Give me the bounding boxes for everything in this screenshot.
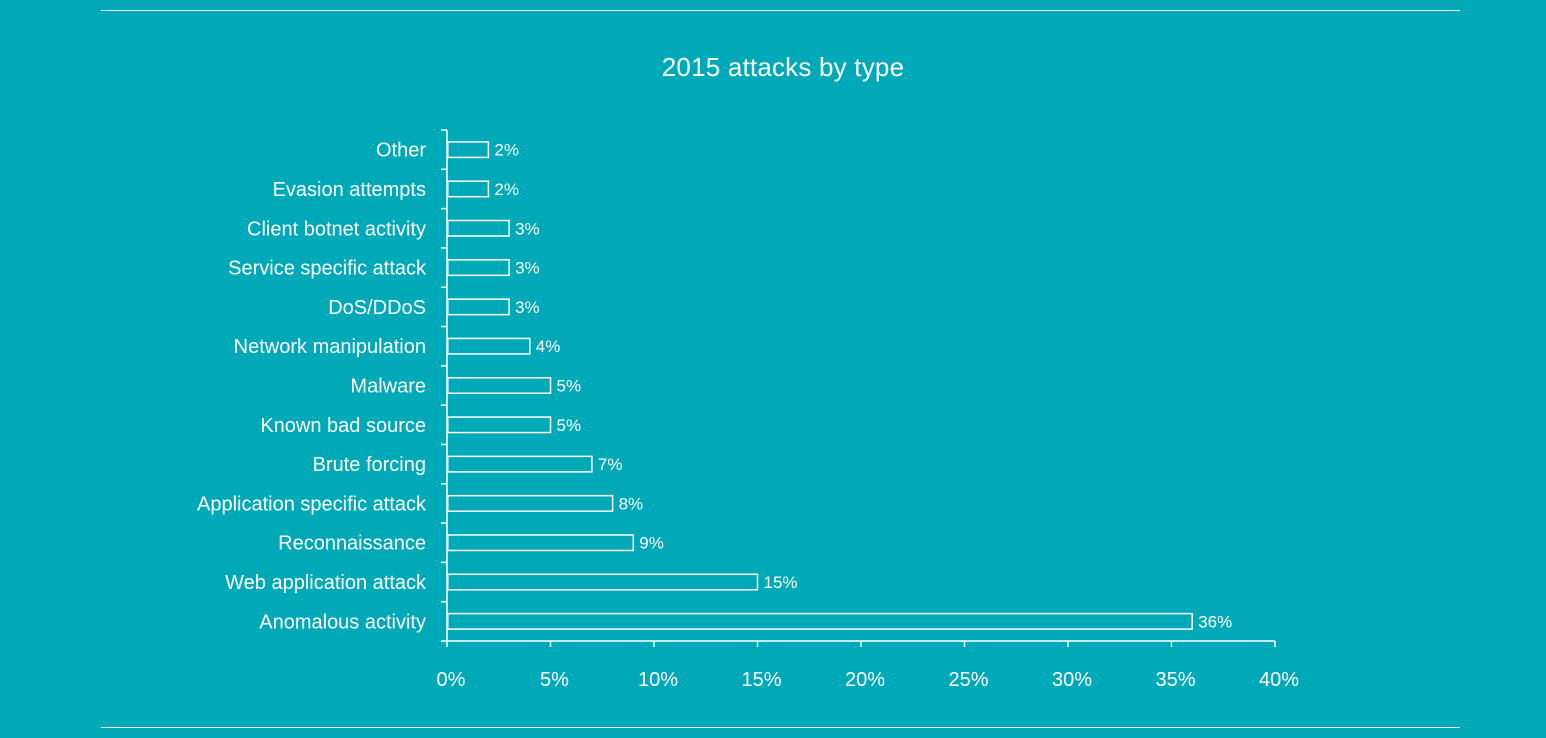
value-label: 2%	[494, 180, 519, 199]
bar	[447, 612, 1193, 630]
value-label: 7%	[598, 455, 623, 474]
bottom-divider	[101, 727, 1460, 728]
value-label: 15%	[764, 573, 798, 592]
bar	[447, 298, 510, 316]
x-tick-label: 20%	[845, 669, 885, 691]
category-label: Web application attack	[225, 572, 427, 594]
bar	[447, 219, 510, 237]
bar	[447, 377, 552, 394]
category-label: Evasion attempts	[273, 179, 426, 201]
plot-area: 0% 5% 10% 15% 20% 25% 30% 35% 40% Other 2% Evasion …	[197, 129, 1299, 691]
x-tick-label: 5%	[540, 669, 569, 691]
category-label: Application specific attack	[197, 493, 427, 515]
category-label: Client botnet activity	[247, 218, 426, 240]
category-label: Malware	[350, 376, 426, 398]
value-label: 2%	[494, 141, 519, 160]
value-label: 5%	[557, 416, 582, 435]
value-label: 3%	[515, 219, 540, 238]
category-label: DoS/DDoS	[328, 297, 426, 319]
category-label: Brute forcing	[313, 454, 426, 476]
bar	[447, 337, 531, 355]
chart-title: 2015 attacks by type	[661, 52, 905, 82]
bar	[447, 534, 635, 552]
bar	[447, 455, 593, 473]
bar	[447, 180, 490, 198]
category-label: Reconnaissance	[278, 533, 426, 555]
value-label: 3%	[515, 259, 540, 278]
category-label: Other	[376, 140, 426, 162]
bar	[447, 416, 552, 434]
value-label: 5%	[557, 377, 582, 396]
value-label: 8%	[619, 494, 644, 513]
x-tick-label: 15%	[741, 669, 781, 691]
x-tick-label: 10%	[638, 669, 678, 691]
value-label: 4%	[536, 337, 561, 356]
x-tick-label: 25%	[948, 669, 988, 691]
category-label: Known bad source	[260, 415, 426, 437]
x-tick-label: 0%	[437, 669, 466, 691]
bar	[447, 259, 510, 277]
category-label: Network manipulation	[234, 336, 426, 358]
top-divider	[101, 10, 1460, 11]
bar	[447, 573, 759, 591]
bar	[447, 141, 490, 159]
value-label: 36%	[1198, 612, 1232, 631]
x-tick-label: 40%	[1259, 669, 1299, 691]
value-label: 9%	[639, 534, 664, 553]
x-tick-label: 35%	[1155, 669, 1195, 691]
category-label: Anomalous activity	[259, 611, 426, 633]
x-tick-label: 30%	[1052, 669, 1092, 691]
category-label: Service specific attack	[228, 258, 427, 280]
bar	[447, 494, 614, 512]
value-label: 3%	[515, 298, 540, 317]
